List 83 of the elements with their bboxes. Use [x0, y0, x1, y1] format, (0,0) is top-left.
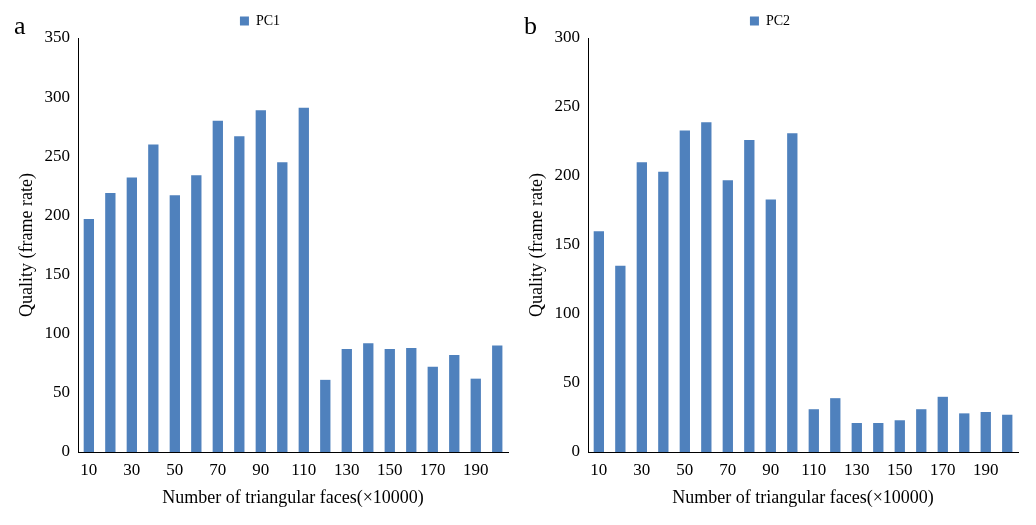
bar — [126, 177, 137, 452]
x-tick-label: 90 — [762, 459, 780, 479]
bar — [894, 420, 905, 452]
bar — [191, 175, 202, 452]
x-tick-label: 150 — [887, 459, 913, 479]
bar — [701, 122, 712, 452]
x-tick-label: 190 — [973, 459, 999, 479]
y-tick-label: 50 — [53, 382, 71, 402]
x-tick-label: 30 — [123, 459, 141, 479]
y-axis-title: Quality (frame rate) — [525, 173, 547, 317]
text: a — [14, 10, 26, 40]
bar — [341, 349, 352, 452]
y-tick-label: 150 — [554, 234, 581, 254]
y-tick-label: 50 — [563, 372, 581, 392]
x-tick-label: 70 — [209, 459, 227, 479]
y-tick-label: 350 — [44, 27, 71, 47]
bar — [470, 378, 481, 452]
bar — [363, 343, 374, 452]
bar — [320, 379, 331, 452]
x-tick-label: 30 — [633, 459, 651, 479]
bar — [169, 195, 180, 452]
bar — [937, 396, 948, 452]
y-tick-label: 250 — [44, 145, 71, 165]
y-tick-label: 200 — [554, 165, 581, 185]
legend-label: PC1 — [255, 12, 281, 28]
x-tick-label: 170 — [420, 459, 446, 479]
x-tick-label: 130 — [334, 459, 360, 479]
bar — [980, 411, 991, 452]
legend-label: PC2 — [765, 12, 791, 28]
bar — [298, 107, 309, 452]
y-tick-label: 150 — [44, 264, 71, 284]
x-tick-label: 170 — [930, 459, 956, 479]
bar — [787, 133, 798, 452]
bar — [615, 265, 626, 452]
bar — [744, 140, 755, 452]
x-tick-label: 90 — [252, 459, 270, 479]
y-tick-label: 300 — [44, 86, 71, 106]
bar — [765, 199, 776, 452]
y-tick-label: 0 — [61, 441, 71, 461]
bar — [636, 162, 647, 452]
x-tick-label: 110 — [801, 459, 827, 479]
y-tick-label: 0 — [571, 441, 581, 461]
bar — [830, 398, 841, 452]
bar — [148, 144, 159, 452]
y-tick-label: 100 — [554, 303, 581, 323]
x-tick-label: 130 — [844, 459, 870, 479]
bar — [427, 366, 438, 452]
bar — [83, 218, 95, 452]
bar — [916, 409, 927, 452]
bar — [808, 409, 819, 452]
bar — [255, 110, 266, 452]
x-tick-label: 190 — [463, 459, 489, 479]
bar — [384, 349, 395, 452]
x-tick-label: 110 — [291, 459, 317, 479]
y-tick-label: 200 — [44, 204, 71, 224]
bar — [722, 180, 733, 452]
bar — [1002, 414, 1013, 452]
x-axis-title: Number of triangular faces(×10000) — [672, 486, 934, 508]
bar — [449, 355, 460, 452]
bar — [234, 136, 245, 452]
y-tick-label: 100 — [44, 323, 71, 343]
bar — [593, 231, 605, 452]
y-tick-label: 250 — [554, 96, 581, 116]
x-tick-label: 50 — [166, 459, 184, 479]
x-axis-title: Number of triangular faces(×10000) — [162, 486, 424, 508]
text: b — [524, 10, 537, 40]
y-tick-label: 300 — [554, 27, 581, 47]
bar — [492, 345, 503, 452]
bar — [105, 192, 116, 452]
x-tick-label: 70 — [719, 459, 737, 479]
x-tick-label: 150 — [377, 459, 403, 479]
x-tick-label: 10 — [590, 459, 608, 479]
bar — [873, 423, 884, 452]
bar — [658, 171, 669, 452]
x-tick-label: 10 — [80, 459, 98, 479]
y-axis-title: Quality (frame rate) — [15, 173, 37, 317]
bar — [959, 413, 970, 452]
bar — [277, 162, 288, 452]
bar — [679, 130, 690, 452]
bar — [406, 347, 417, 452]
bar — [851, 423, 862, 452]
x-tick-label: 50 — [676, 459, 694, 479]
bar — [212, 120, 223, 452]
